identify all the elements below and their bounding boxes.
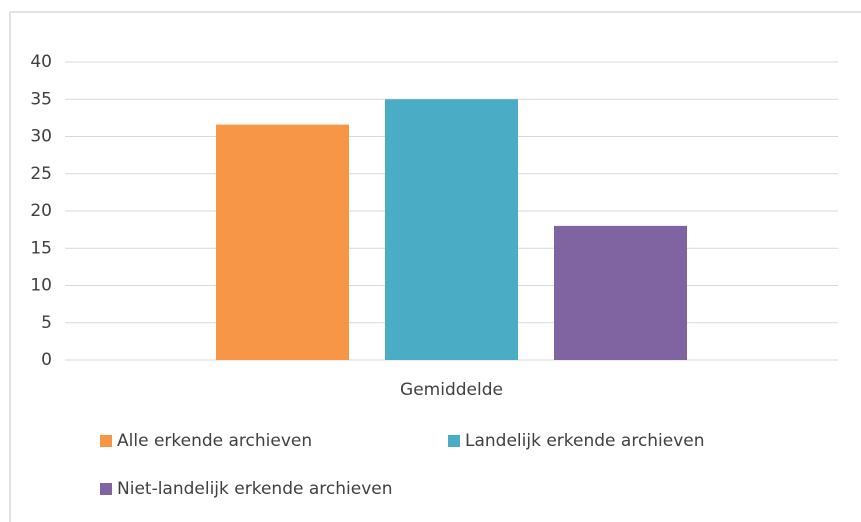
legend-label: Niet-landelijk erkende archieven (117, 479, 393, 499)
y-tick-label: 0 (41, 350, 52, 370)
legend-label: Alle erkende archieven (117, 431, 312, 451)
legend-swatch (448, 435, 460, 447)
y-tick-label: 20 (30, 201, 52, 221)
x-tick-label: Gemiddelde (400, 380, 503, 400)
legend-swatch (100, 435, 112, 447)
y-tick-label: 15 (30, 238, 52, 258)
y-tick-label: 10 (30, 276, 52, 296)
bar (216, 124, 349, 360)
bar (554, 225, 687, 360)
legend-label: Landelijk erkende archieven (465, 431, 705, 451)
chart-border (9, 11, 861, 522)
y-tick-label: 25 (30, 164, 52, 184)
legend-swatch (100, 483, 112, 495)
y-tick-label: 40 (30, 52, 52, 72)
bar (385, 99, 518, 360)
y-tick-label: 30 (30, 127, 52, 147)
y-tick-label: 35 (30, 89, 52, 109)
y-tick-label: 5 (41, 313, 52, 333)
